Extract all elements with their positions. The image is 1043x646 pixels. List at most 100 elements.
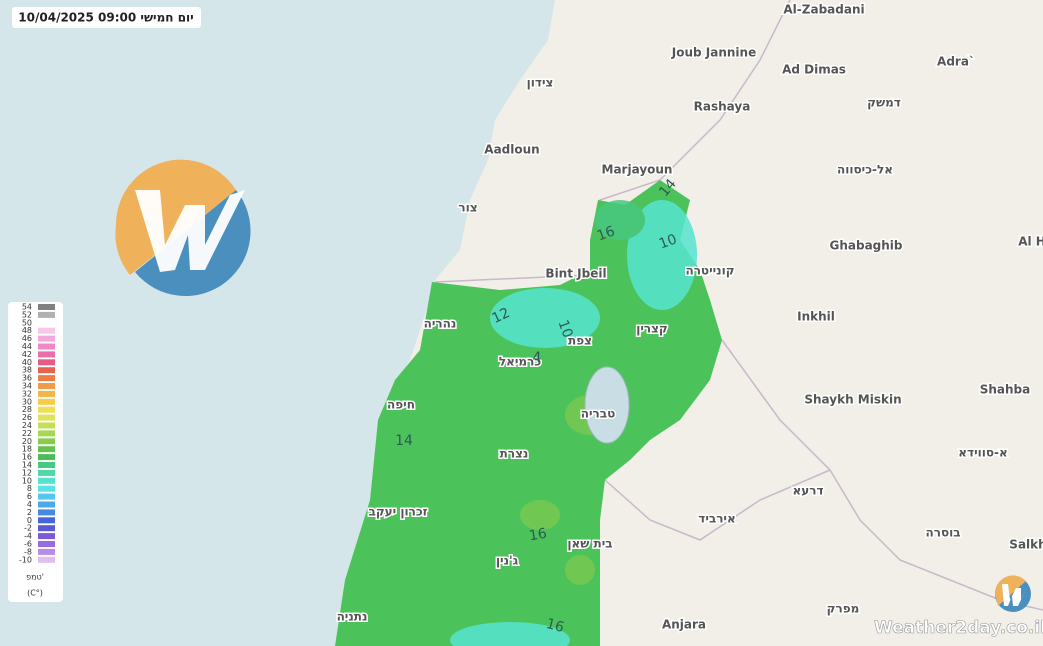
place-label: ג'נין [496, 554, 519, 568]
timestamp-box [12, 7, 201, 28]
place-label: דרעא [792, 484, 823, 498]
legend-swatch [38, 533, 55, 540]
legend-value: 54 [22, 303, 32, 312]
legend-value: 8 [27, 484, 32, 493]
contour-label: 10 [657, 231, 679, 252]
place-label: דמשק [867, 96, 901, 110]
place-label: צפת [568, 334, 592, 348]
legend-value: 40 [22, 358, 32, 367]
legend-unit: (C°) [27, 589, 43, 598]
legend-value: 14 [22, 461, 32, 470]
legend-swatch [38, 477, 55, 484]
contour-label: 10 [554, 318, 575, 340]
legend-value: -4 [24, 532, 32, 541]
place-label: זכרון יעקב [369, 505, 428, 519]
small-logo [994, 575, 1031, 612]
place-label: צור [458, 201, 477, 215]
place-label: Adra` [937, 55, 975, 69]
legend-swatch [38, 406, 55, 413]
legend-swatch [38, 446, 55, 453]
legend-swatch [38, 414, 55, 421]
watermark: Weather2day.co.il [874, 618, 1043, 638]
legend-swatch [38, 319, 55, 326]
place-label: Al H [1018, 235, 1043, 249]
legend-value: 4 [27, 500, 32, 509]
place-label: טבריה [581, 407, 615, 421]
place-label: Shahba [980, 383, 1031, 397]
legend-value: 30 [22, 397, 32, 406]
place-label: קונייטרה [685, 264, 734, 278]
contour-label: 16 [595, 223, 617, 244]
place-label: בוסרה [925, 526, 960, 540]
contour-label: 14 [395, 433, 413, 449]
legend-value: 0 [27, 516, 32, 525]
legend-value: 28 [22, 405, 32, 414]
place-label: Inkhil [797, 310, 835, 324]
legend-swatch [38, 311, 55, 318]
place-label: Joub Jannine [671, 46, 756, 60]
legend-swatch [38, 517, 55, 524]
legend-value: 46 [22, 334, 32, 343]
place-label: בית שאן [567, 537, 612, 551]
legend-swatch [38, 556, 55, 563]
legend-swatch [38, 548, 55, 555]
legend-value: 44 [22, 342, 32, 351]
legend-swatch [38, 359, 55, 366]
legend-swatch [38, 304, 55, 310]
place-label: Anjara [662, 618, 706, 632]
place-label: Shaykh Miskin [804, 393, 901, 407]
place-label: חיפה [387, 398, 415, 412]
legend-swatch [38, 438, 55, 445]
legend-swatch [38, 462, 55, 468]
place-label: נתניה [337, 610, 368, 624]
legend-swatch [38, 541, 55, 547]
legend-swatch [38, 398, 55, 405]
legend-swatch [38, 454, 55, 461]
legend-value: 42 [22, 350, 32, 359]
legend-swatch [38, 390, 55, 397]
legend-value: -10 [19, 555, 32, 564]
legend-swatch [38, 375, 55, 382]
lake [584, 366, 630, 444]
legend-value: 24 [22, 421, 32, 430]
legend-swatch [38, 351, 55, 358]
legend-value: -6 [24, 540, 32, 549]
legend-value: -8 [24, 547, 32, 556]
legend-swatch [38, 525, 55, 532]
legend-value: -2 [24, 524, 32, 533]
contour-label: 12 [490, 305, 513, 327]
logo [115, 159, 251, 297]
legend-swatch [38, 335, 55, 342]
contour-label: 16 [544, 616, 565, 636]
legend-title: טמפ' [26, 573, 44, 582]
legend-value: 6 [27, 492, 32, 501]
legend-value: 20 [22, 437, 32, 446]
legend-swatch [38, 343, 55, 350]
legend-swatch [38, 509, 55, 516]
place-label: Marjayoun [602, 163, 673, 177]
legend-value: 22 [22, 429, 32, 438]
legend-value: 26 [22, 413, 32, 422]
place-label: נהריה [424, 317, 457, 331]
legend-value: 52 [22, 310, 32, 319]
place-label: Al-Zabadani [783, 3, 864, 17]
cool-areas [450, 200, 697, 646]
legend-swatch [38, 367, 55, 374]
legend-value: 32 [22, 389, 32, 398]
legend-swatch [38, 422, 55, 429]
timestamp: 10/04/2025 09:00 יום חמישי [18, 11, 193, 25]
legend-value: 12 [22, 468, 32, 477]
legend-swatch [38, 430, 55, 437]
legend-value: 38 [22, 366, 32, 375]
place-label: Rashaya [694, 100, 751, 114]
place-label: מפרק [827, 602, 860, 616]
legend-swatch [38, 383, 55, 389]
temperature-field [335, 180, 722, 646]
legend-value: 16 [22, 453, 32, 462]
legend-value: 50 [22, 318, 32, 327]
sea [0, 0, 555, 646]
place-label: א-סווידא [958, 446, 1007, 460]
legend-value: 34 [22, 382, 32, 391]
legend-swatch [38, 501, 55, 508]
